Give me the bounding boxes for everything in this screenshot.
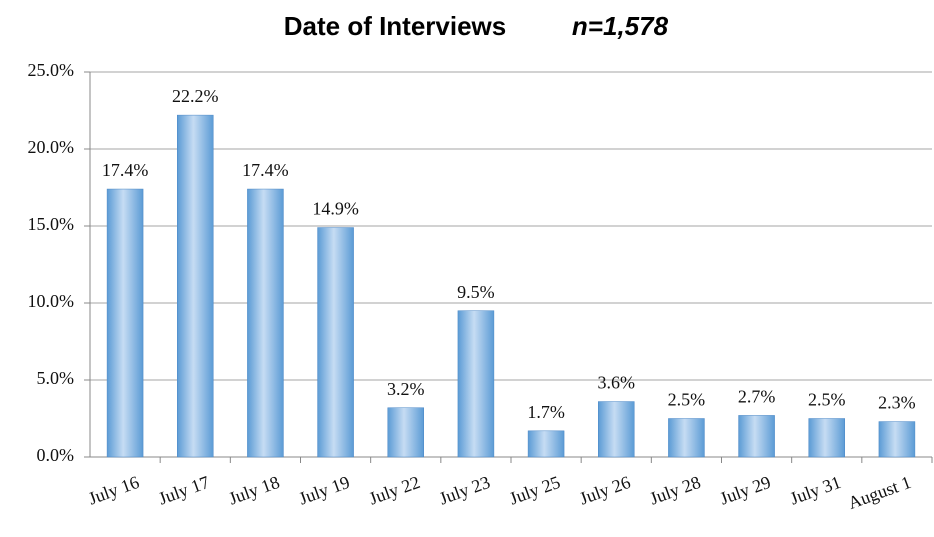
y-tick-label: 25.0% (28, 60, 75, 80)
x-tick-label: July 16 (86, 472, 142, 509)
x-tick-label: July 19 (296, 472, 352, 509)
data-label: 2.5% (808, 390, 846, 410)
bar (527, 430, 565, 458)
data-label: 2.3% (878, 393, 916, 413)
x-tick-label: July 18 (226, 472, 282, 509)
x-tick-label: July 17 (156, 472, 212, 509)
data-label: 17.4% (242, 160, 289, 180)
x-tick-label: July 29 (717, 472, 773, 509)
y-tick-label: 10.0% (28, 291, 75, 311)
data-label: 1.7% (527, 402, 565, 422)
data-label: 3.6% (598, 373, 636, 393)
data-label: 2.5% (668, 390, 706, 410)
bar (177, 114, 214, 458)
x-tick-label: July 25 (507, 472, 563, 509)
bar (247, 188, 284, 458)
bar (668, 418, 705, 458)
data-label: 9.5% (457, 282, 495, 302)
y-tick-label: 0.0% (37, 445, 75, 465)
x-tick-label: July 31 (787, 472, 843, 509)
data-label: 17.4% (102, 160, 149, 180)
data-label: 2.7% (738, 387, 776, 407)
bar (738, 415, 775, 458)
y-tick-label: 20.0% (28, 137, 75, 157)
data-label: 14.9% (312, 199, 359, 219)
bar (598, 401, 635, 458)
chart-title: Date of Interviews (284, 11, 507, 41)
data-label: 22.2% (172, 86, 219, 106)
bar (808, 418, 845, 458)
x-tick-label: July 28 (647, 472, 703, 509)
y-tick-label: 5.0% (37, 368, 75, 388)
x-tick-label: July 23 (437, 472, 493, 509)
bar (457, 310, 495, 458)
bar (317, 227, 354, 458)
data-label: 3.2% (387, 379, 425, 399)
x-tick-label: July 22 (366, 472, 422, 509)
chart-subtitle: n=1,578 (572, 11, 669, 41)
x-tick-label: July 26 (577, 472, 633, 509)
y-tick-label: 15.0% (28, 214, 75, 234)
x-tick-label: August 1 (845, 472, 913, 513)
bar (106, 188, 144, 458)
bar (878, 421, 916, 458)
bar (387, 407, 424, 458)
